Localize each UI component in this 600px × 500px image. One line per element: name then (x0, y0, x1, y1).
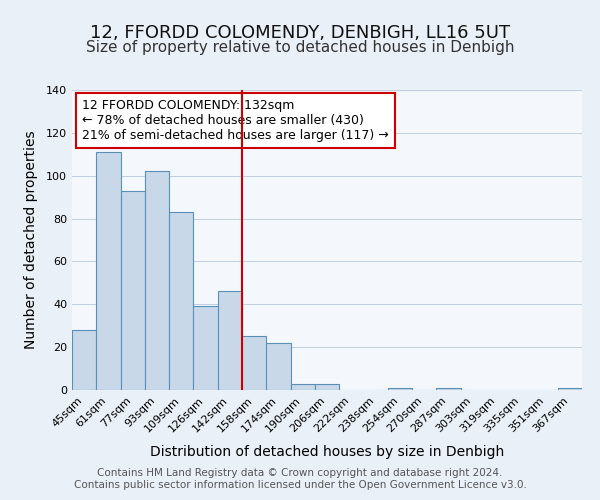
Bar (121, 190, 145, 390)
Bar (388, 388, 412, 390)
Text: 12, FFORDD COLOMENDY, DENBIGH, LL16 5UT: 12, FFORDD COLOMENDY, DENBIGH, LL16 5UT (90, 24, 510, 42)
Bar (218, 292, 242, 390)
Bar (242, 336, 266, 390)
Bar (436, 388, 461, 390)
Text: Size of property relative to detached houses in Denbigh: Size of property relative to detached ho… (86, 40, 514, 55)
Bar (72, 330, 96, 390)
Y-axis label: Number of detached properties: Number of detached properties (23, 130, 38, 350)
Text: Contains public sector information licensed under the Open Government Licence v3: Contains public sector information licen… (74, 480, 526, 490)
Bar (266, 343, 290, 390)
Text: 12 FFORDD COLOMENDY: 132sqm
← 78% of detached houses are smaller (430)
21% of se: 12 FFORDD COLOMENDY: 132sqm ← 78% of det… (82, 99, 389, 142)
Bar (193, 306, 218, 390)
Bar (290, 384, 315, 390)
Bar (96, 152, 121, 390)
Bar (315, 384, 339, 390)
Bar (145, 172, 169, 390)
Text: Contains HM Land Registry data © Crown copyright and database right 2024.: Contains HM Land Registry data © Crown c… (97, 468, 503, 477)
Bar (558, 388, 582, 390)
Bar (169, 212, 193, 390)
X-axis label: Distribution of detached houses by size in Denbigh: Distribution of detached houses by size … (150, 445, 504, 459)
